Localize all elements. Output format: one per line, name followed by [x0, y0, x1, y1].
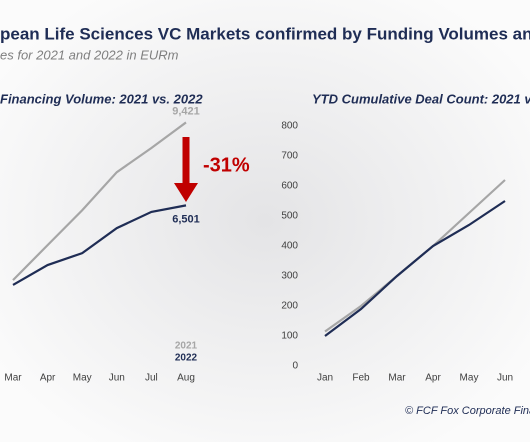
line-series: [12, 121, 187, 281]
x-tick-label: Jun: [497, 373, 513, 384]
value-label: 6,501: [172, 213, 200, 225]
arrow-head: [174, 183, 198, 202]
y-tick-label: 700: [281, 151, 298, 162]
x-tick-label: Aug: [177, 373, 195, 384]
subtitle: es for 2021 and 2022 in EURm: [0, 47, 179, 62]
annotation: -31%: [203, 154, 250, 176]
page-title: pean Life Sciences VC Markets confirmed …: [0, 24, 530, 43]
y-tick-label: 0: [292, 361, 298, 372]
y-tick-label: 200: [281, 301, 298, 312]
line-series: [324, 200, 506, 337]
x-tick-label: Apr: [40, 373, 56, 384]
legend-label: 2022: [175, 353, 198, 364]
x-tick-label: Feb: [352, 373, 370, 384]
y-tick-label: 500: [281, 211, 298, 222]
chart-title: YTD Cumulative Deal Count: 2021 vs: [312, 91, 530, 106]
legend-label: 2021: [175, 341, 198, 352]
x-tick-label: May: [73, 373, 92, 384]
value-label: 9,421: [172, 105, 200, 117]
y-tick-label: 800: [281, 121, 298, 132]
chart-title: Financing Volume: 2021 vs. 2022: [0, 91, 203, 106]
y-tick-label: 300: [281, 271, 298, 282]
y-tick-label: 400: [281, 241, 298, 252]
right-plot: [324, 179, 506, 337]
y-tick-label: 100: [281, 331, 298, 342]
x-tick-label: May: [460, 373, 479, 384]
x-tick-label: Jul: [145, 373, 158, 384]
line-series: [12, 204, 187, 286]
x-tick-label: Mar: [388, 373, 406, 384]
x-tick-label: Apr: [425, 373, 441, 384]
x-tick-label: Jan: [317, 373, 333, 384]
y-tick-label: 600: [281, 181, 298, 192]
footer: © FCF Fox Corporate Fina: [405, 405, 530, 417]
x-tick-label: Mar: [4, 373, 22, 384]
x-tick-label: Jun: [109, 373, 125, 384]
